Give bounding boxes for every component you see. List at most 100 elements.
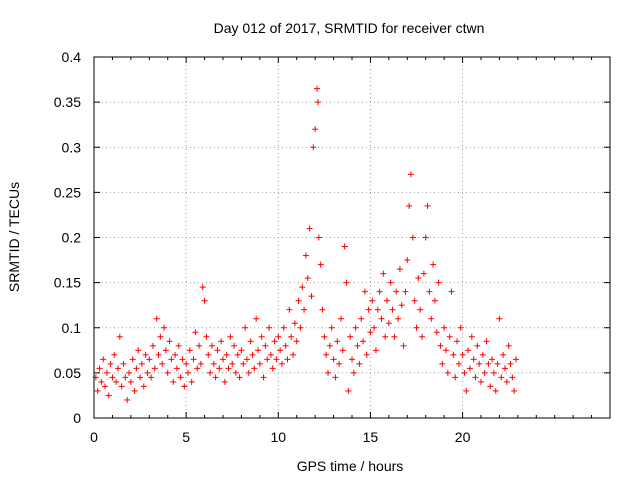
data-point (435, 279, 442, 286)
y-axis-label: SRMTID / TECUs (6, 182, 22, 292)
data-point (492, 387, 499, 394)
data-point (116, 333, 123, 340)
data-point (478, 378, 484, 385)
data-point (111, 351, 118, 358)
data-point (360, 338, 367, 345)
data-point (142, 351, 149, 358)
data-point (321, 333, 328, 340)
data-point (208, 342, 215, 349)
data-point (426, 288, 433, 295)
data-point (140, 383, 147, 390)
data-point (361, 288, 368, 295)
data-point (236, 374, 243, 381)
data-point (352, 324, 359, 331)
data-point (218, 338, 225, 345)
data-point (411, 297, 418, 304)
data-point (255, 347, 262, 354)
data-point (151, 365, 158, 372)
data-point (325, 369, 332, 376)
data-point (393, 288, 400, 295)
data-point (247, 338, 254, 345)
data-point (424, 202, 431, 209)
data-point (183, 360, 190, 367)
data-point (404, 257, 411, 264)
y-tick-label: 0.15 (54, 275, 81, 291)
y-tick-label: 0.05 (54, 365, 81, 381)
data-point (398, 302, 405, 309)
data-point (277, 347, 284, 354)
data-point (384, 297, 391, 304)
data-point (138, 360, 145, 367)
data-point (382, 333, 389, 340)
data-point (468, 333, 475, 340)
y-tick-label: 0.1 (62, 320, 82, 336)
data-point (238, 347, 245, 354)
data-point (153, 315, 160, 322)
data-point (105, 392, 112, 399)
data-point (350, 369, 357, 376)
data-point (184, 369, 191, 376)
data-point (271, 338, 278, 345)
data-point (422, 234, 429, 241)
data-point (511, 387, 518, 394)
data-point (494, 360, 501, 367)
data-point (372, 347, 379, 354)
data-point (501, 365, 508, 372)
data-point (245, 369, 252, 376)
data-point (199, 284, 206, 291)
data-point (103, 369, 110, 376)
data-point (450, 351, 457, 358)
data-point (313, 85, 320, 92)
data-point (144, 369, 151, 376)
data-point (446, 333, 453, 340)
data-point (441, 324, 448, 331)
data-point (376, 288, 383, 295)
x-tick-label: 20 (455, 429, 471, 445)
data-point (312, 126, 319, 133)
data-point (295, 297, 302, 304)
data-point (490, 369, 497, 376)
data-point (337, 315, 344, 322)
chart-title: Day 012 of 2017, SRMTID for receiver ctw… (214, 20, 485, 36)
data-point (286, 306, 293, 313)
data-point (430, 261, 437, 268)
data-point (503, 378, 510, 385)
data-point (205, 351, 212, 358)
data-point (417, 306, 424, 313)
data-point (367, 329, 374, 336)
data-point (442, 347, 449, 354)
data-point (249, 351, 256, 358)
data-point (278, 360, 285, 367)
data-point (290, 351, 297, 358)
data-point (485, 360, 492, 367)
data-point (420, 270, 427, 277)
data-point (343, 279, 350, 286)
data-point (157, 333, 164, 340)
data-point (100, 356, 107, 363)
data-point (465, 347, 472, 354)
data-point (149, 342, 156, 349)
data-point (109, 374, 116, 381)
data-point (347, 333, 354, 340)
data-point (306, 225, 313, 232)
data-point (212, 374, 219, 381)
data-point (107, 360, 114, 367)
data-point (148, 374, 155, 381)
y-tick-label: 0.2 (62, 230, 82, 246)
data-point (365, 306, 372, 313)
data-point (256, 360, 263, 367)
data-point (395, 315, 402, 322)
data-point (124, 396, 131, 403)
y-tick-label: 0.4 (62, 49, 82, 65)
data-point (304, 275, 311, 282)
data-point (181, 383, 188, 390)
data-point (251, 365, 258, 372)
data-point (201, 297, 208, 304)
data-point (129, 356, 136, 363)
data-point (507, 360, 514, 367)
data-point (288, 333, 295, 340)
data-point (505, 342, 512, 349)
data-point (323, 351, 330, 358)
data-point (229, 360, 236, 367)
